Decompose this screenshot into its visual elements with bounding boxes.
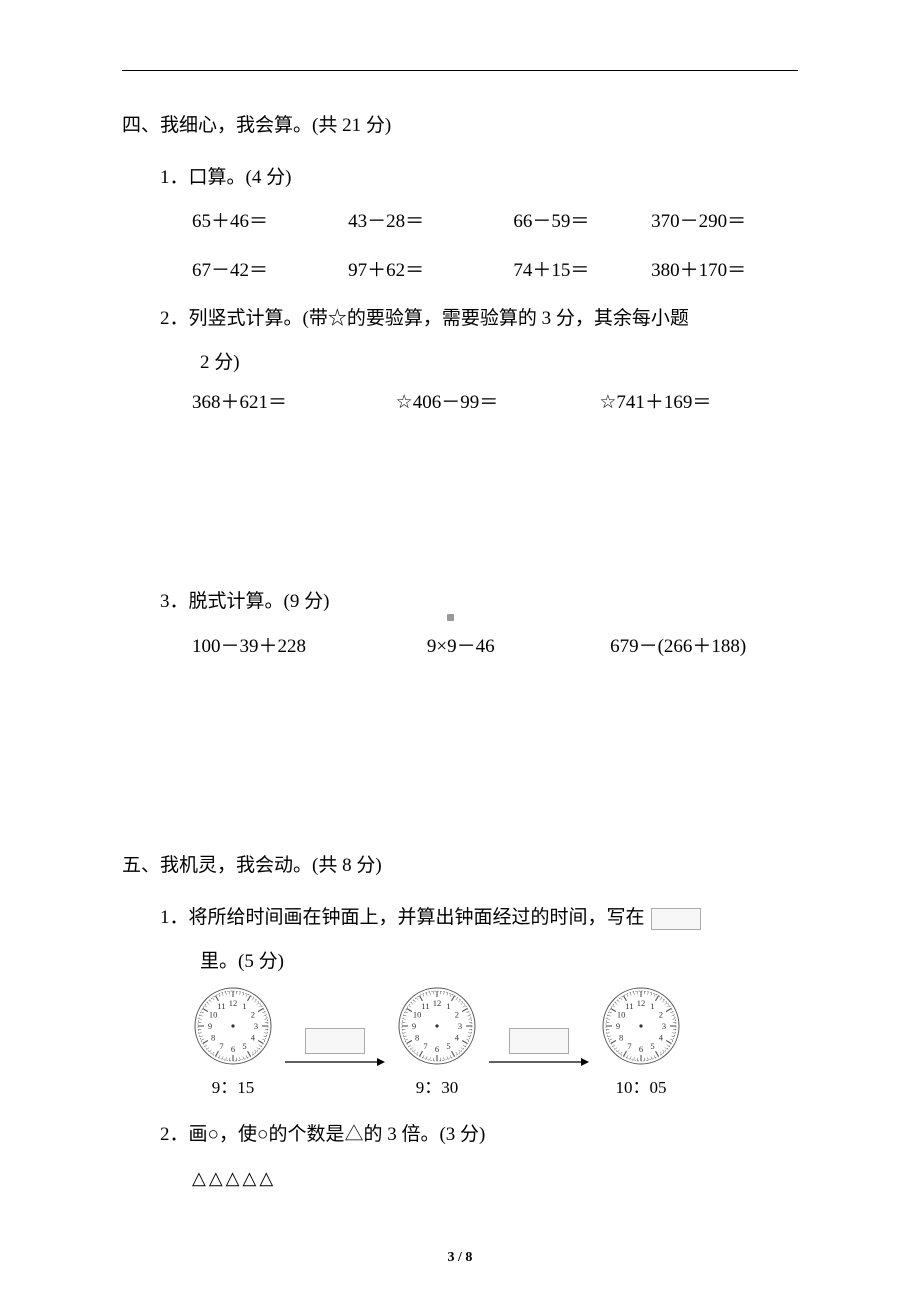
svg-text:4: 4 xyxy=(251,1033,256,1043)
clock-1: 121234567891011 9：15 xyxy=(192,985,274,1104)
svg-text:9: 9 xyxy=(412,1021,416,1031)
svg-text:6: 6 xyxy=(435,1044,439,1054)
svg-text:2: 2 xyxy=(455,1010,459,1020)
clock-time-label: 9：30 xyxy=(416,1073,459,1104)
clock-3: 121234567891011 10：05 xyxy=(600,985,682,1104)
svg-text:5: 5 xyxy=(446,1041,450,1051)
calc-expr: 368＋621＝ xyxy=(192,386,396,420)
svg-text:8: 8 xyxy=(211,1033,215,1043)
section-4-heading: 四、我细心，我会算。(共 21 分) xyxy=(122,109,798,143)
svg-text:10: 10 xyxy=(617,1010,626,1020)
calc-expr: 74＋15＝ xyxy=(513,254,651,288)
svg-text:3: 3 xyxy=(458,1021,462,1031)
workspace-gap xyxy=(122,664,798,849)
svg-text:3: 3 xyxy=(662,1021,666,1031)
svg-text:12: 12 xyxy=(637,998,646,1008)
arrow-block-1 xyxy=(280,1028,390,1062)
svg-text:7: 7 xyxy=(423,1041,427,1051)
svg-text:8: 8 xyxy=(415,1033,419,1043)
svg-text:11: 11 xyxy=(421,1001,429,1011)
s5-q1-title-post: 里。(5 分) xyxy=(122,945,798,979)
svg-text:12: 12 xyxy=(433,998,442,1008)
vertical-calc-row: 368＋621＝ ☆406－99＝ ☆741＋169＝ xyxy=(192,386,798,420)
page-number: 3 / 8 xyxy=(0,1245,920,1270)
mental-calc-row-2: 67－42＝ 97＋62＝ 74＋15＝ 380＋170＝ xyxy=(192,254,798,288)
calc-expr: 370－290＝ xyxy=(651,205,798,239)
calc-expr: ☆741＋169＝ xyxy=(599,386,798,420)
calc-expr: 43－28＝ xyxy=(348,205,513,239)
clock-time-label: 10：05 xyxy=(616,1073,667,1104)
calc-expr: ☆406－99＝ xyxy=(396,386,600,420)
svg-text:5: 5 xyxy=(242,1041,246,1051)
calc-expr: 97＋62＝ xyxy=(348,254,513,288)
calc-expr: 9×9－46 xyxy=(427,630,610,664)
clock-face-icon: 121234567891011 xyxy=(600,985,682,1067)
arrow-icon xyxy=(489,1046,589,1062)
svg-text:6: 6 xyxy=(231,1044,235,1054)
answer-box-icon xyxy=(651,908,701,930)
clock-row: 121234567891011 9：15 121234567891011 9：3… xyxy=(122,985,798,1104)
svg-text:9: 9 xyxy=(616,1021,620,1031)
clock-2: 121234567891011 9：30 xyxy=(396,985,478,1104)
s5-q1-title-pre: 1．将所给时间画在钟面上，并算出钟面经过的时间，写在 xyxy=(160,907,645,928)
top-rule xyxy=(122,70,798,71)
svg-text:5: 5 xyxy=(650,1041,654,1051)
calc-expr: 679－(266＋188) xyxy=(610,630,798,664)
section-5-heading: 五、我机灵，我会动。(共 8 分) xyxy=(122,849,798,883)
svg-text:4: 4 xyxy=(659,1033,664,1043)
svg-text:1: 1 xyxy=(242,1001,246,1011)
svg-text:1: 1 xyxy=(650,1001,654,1011)
svg-text:7: 7 xyxy=(627,1041,631,1051)
svg-text:11: 11 xyxy=(625,1001,633,1011)
s5-q1-title: 1．将所给时间画在钟面上，并算出钟面经过的时间，写在 xyxy=(122,901,798,935)
arrow-icon xyxy=(285,1046,385,1062)
svg-text:7: 7 xyxy=(219,1041,223,1051)
calc-expr: 67－42＝ xyxy=(192,254,348,288)
triangle-row: △△△△△ xyxy=(122,1162,798,1194)
clock-face-icon: 121234567891011 xyxy=(396,985,478,1067)
svg-text:6: 6 xyxy=(639,1044,643,1054)
calc-expr: 65＋46＝ xyxy=(192,205,348,239)
svg-text:2: 2 xyxy=(251,1010,255,1020)
clock-time-label: 9：15 xyxy=(212,1073,255,1104)
svg-text:12: 12 xyxy=(229,998,238,1008)
mental-calc-row-1: 65＋46＝ 43－28＝ 66－59＝ 370－290＝ xyxy=(192,205,798,239)
calc-expr: 66－59＝ xyxy=(513,205,651,239)
s4-q1-title: 1．口算。(4 分) xyxy=(122,161,798,195)
workspace-gap xyxy=(122,420,798,585)
svg-text:10: 10 xyxy=(413,1010,422,1020)
calc-expr: 380＋170＝ xyxy=(651,254,798,288)
s4-q2-title-line2: 2 分) xyxy=(122,346,798,380)
calc-expr: 100－39＋228 xyxy=(192,630,427,664)
step-calc-row: 100－39＋228 9×9－46 679－(266＋188) xyxy=(192,630,798,664)
svg-text:4: 4 xyxy=(455,1033,460,1043)
svg-text:2: 2 xyxy=(659,1010,663,1020)
svg-text:8: 8 xyxy=(619,1033,623,1043)
svg-text:9: 9 xyxy=(208,1021,212,1031)
svg-text:3: 3 xyxy=(254,1021,258,1031)
svg-text:11: 11 xyxy=(217,1001,225,1011)
svg-text:1: 1 xyxy=(446,1001,450,1011)
svg-text:10: 10 xyxy=(209,1010,218,1020)
clock-face-icon: 121234567891011 xyxy=(192,985,274,1067)
center-dot-icon xyxy=(447,614,454,621)
arrow-block-2 xyxy=(484,1028,594,1062)
s5-q2-title: 2．画○，使○的个数是△的 3 倍。(3 分) xyxy=(122,1118,798,1152)
s4-q2-title-line1: 2．列竖式计算。(带☆的要验算，需要验算的 3 分，其余每小题 xyxy=(122,302,798,336)
s4-q3-title: 3．脱式计算。(9 分) xyxy=(122,585,798,619)
